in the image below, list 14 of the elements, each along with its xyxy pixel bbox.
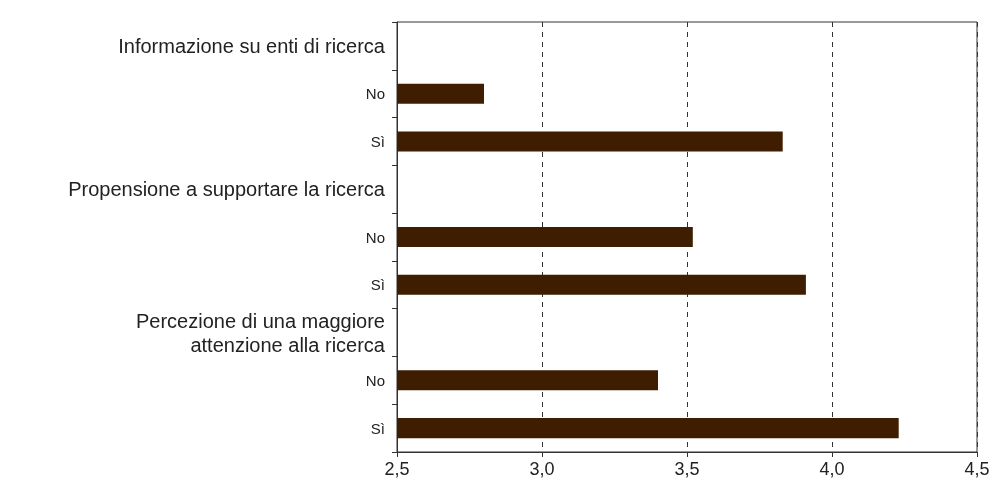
y-tick-label: Sì — [370, 419, 385, 437]
x-tick-label: 3,0 — [529, 459, 555, 479]
x-tick-label: 4,0 — [819, 459, 845, 479]
y-tick-label: No — [365, 228, 385, 246]
y-tick-label: No — [365, 85, 385, 103]
y-tick-label: No — [365, 371, 385, 389]
y-tick-label: Informazione su enti di ricerca — [118, 34, 386, 57]
y-tick-label: Sì — [370, 276, 385, 294]
x-tick-label: 3,5 — [674, 459, 700, 479]
y-tick-label: Propensione a supportare la ricerca — [68, 178, 386, 201]
x-tick-label: 4,5 — [964, 459, 990, 479]
x-tick-label: 2,5 — [384, 459, 410, 479]
y-tick-label: Percezione di una maggiore attenzione alla ricerca — [135, 309, 386, 356]
y-tick-label: Sì — [370, 132, 385, 150]
